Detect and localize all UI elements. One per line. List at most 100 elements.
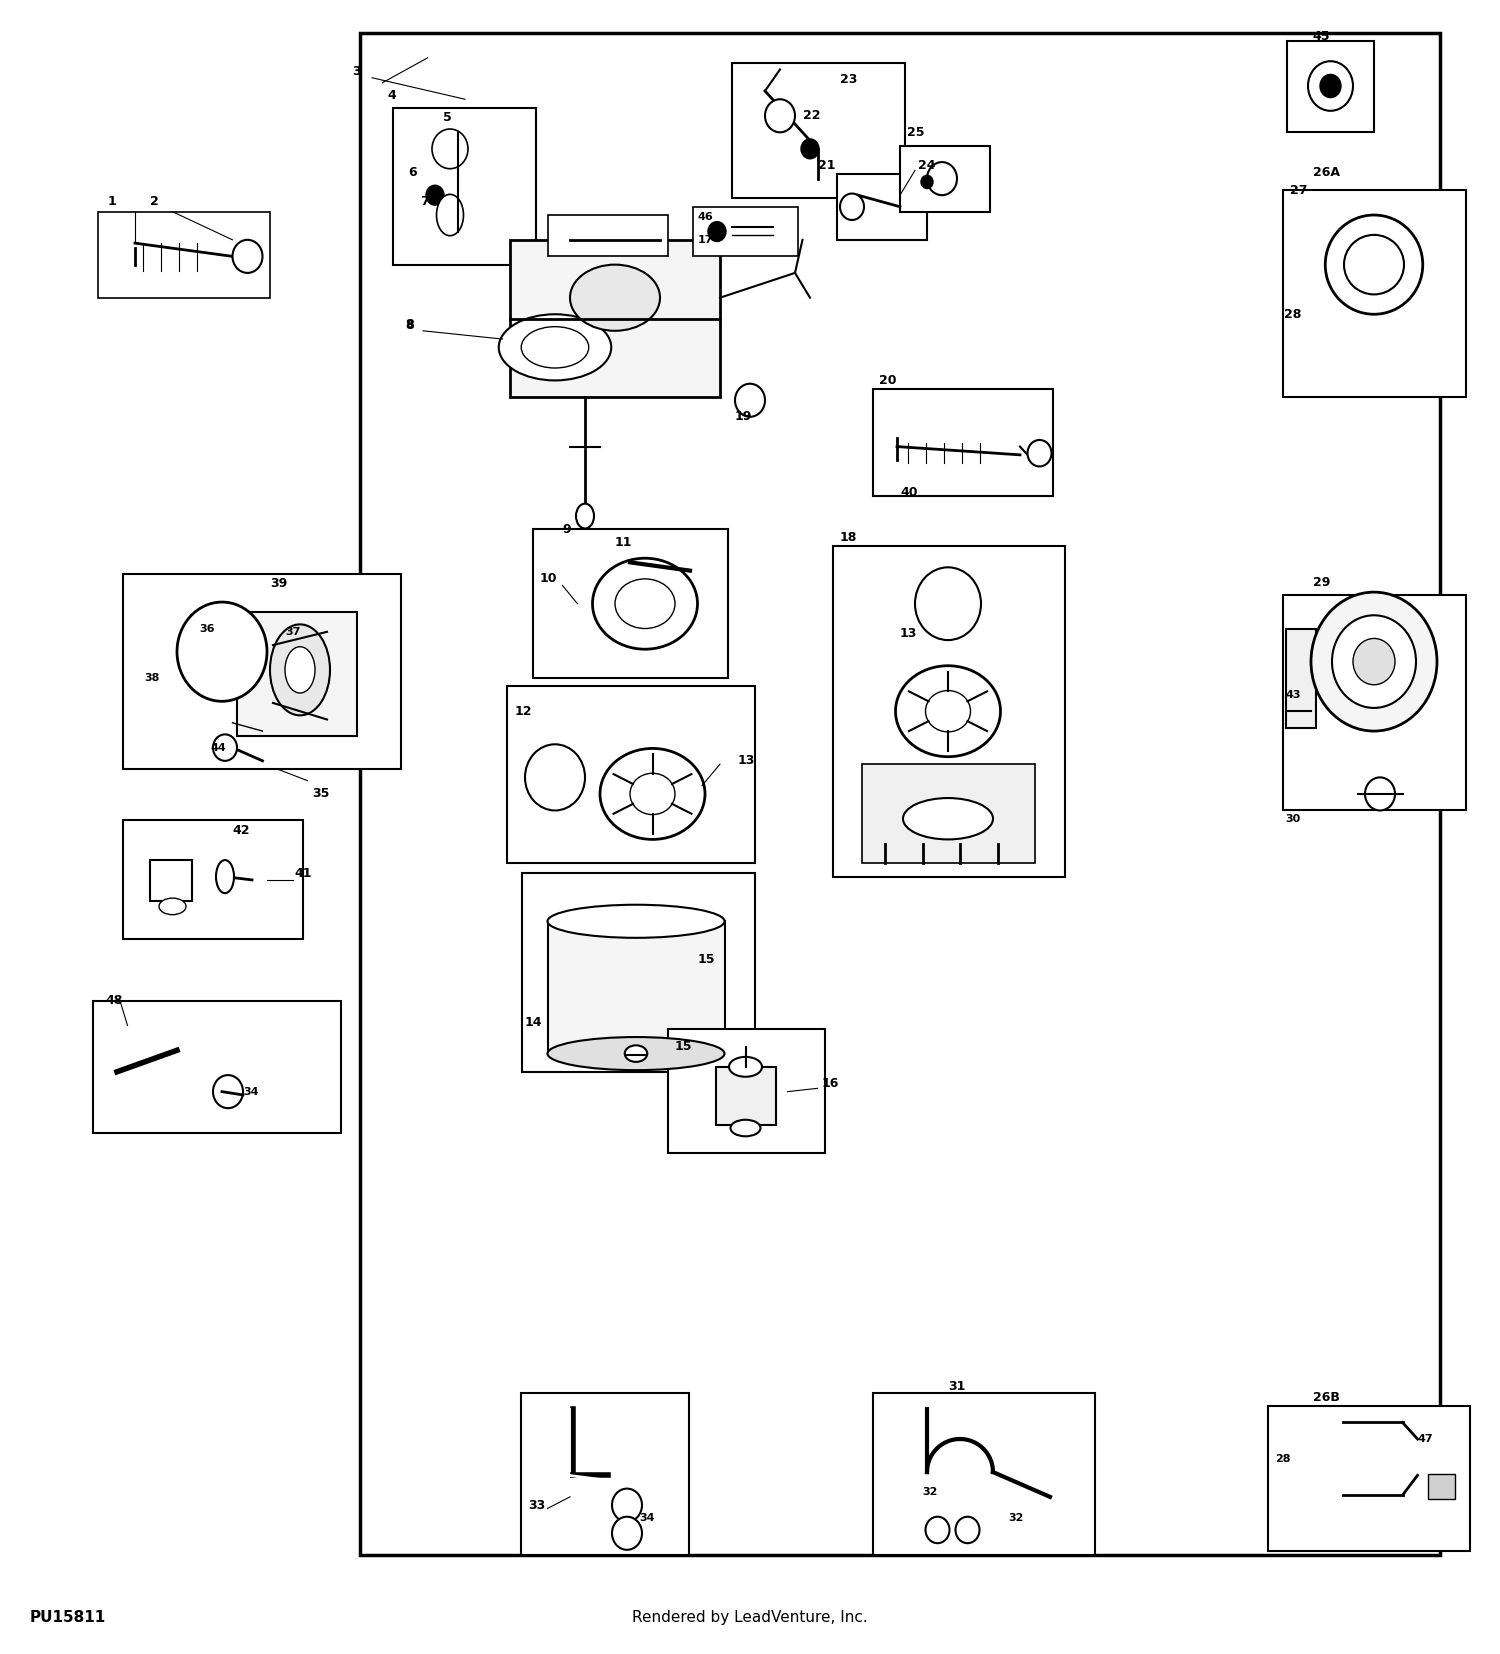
Bar [873,1393,1095,1555]
Bar [1282,190,1466,397]
Text: 6: 6 [408,165,417,179]
Text: 29: 29 [1312,576,1330,589]
Ellipse shape [615,579,675,629]
Text: 33: 33 [528,1499,546,1512]
Text: LEADVENTURE: LEADVENTURE [534,801,966,853]
Text: 20: 20 [879,374,897,387]
Text: 45: 45 [1312,30,1330,43]
Circle shape [525,744,585,810]
Bar [123,820,303,939]
Text: 4: 4 [387,89,396,103]
Circle shape [213,734,237,761]
Text: 14: 14 [525,1016,543,1029]
Text: 32: 32 [922,1487,938,1497]
Ellipse shape [576,504,594,529]
Text: 16: 16 [822,1077,840,1090]
Ellipse shape [216,860,234,893]
Bar [900,146,990,212]
Ellipse shape [548,1037,724,1070]
Circle shape [1365,777,1395,810]
Text: 42: 42 [232,824,250,837]
Ellipse shape [1344,235,1404,294]
Circle shape [1353,638,1395,685]
Text: 35: 35 [312,787,330,801]
Text: 11: 11 [615,536,633,549]
Bar [732,63,904,198]
Bar [520,1393,688,1555]
Bar [1268,1406,1470,1551]
Bar [716,1067,776,1125]
Text: 24: 24 [918,159,936,172]
Bar [837,174,927,240]
Circle shape [1028,440,1051,466]
Circle shape [612,1517,642,1550]
Text: 9: 9 [562,523,572,536]
Ellipse shape [730,1120,760,1136]
Circle shape [432,129,468,169]
Circle shape [840,194,864,220]
Text: 7: 7 [420,195,429,208]
Circle shape [765,99,795,132]
Bar [123,574,400,769]
Text: 26A: 26A [1312,165,1340,179]
Circle shape [1308,61,1353,111]
Bar [1286,629,1316,728]
Text: 18: 18 [840,531,858,544]
Bar [1428,1474,1455,1499]
Ellipse shape [522,327,588,367]
Bar [510,240,720,397]
Text: 19: 19 [735,410,753,423]
Text: 43: 43 [1286,690,1300,700]
Text: 46: 46 [698,212,714,222]
Ellipse shape [630,772,675,814]
Bar [522,873,754,1072]
Text: 40: 40 [900,486,918,500]
Text: 39: 39 [270,577,288,590]
Text: 10: 10 [540,572,558,586]
Text: 8: 8 [405,318,414,331]
Bar [1287,41,1374,132]
Text: 13: 13 [900,627,918,640]
Circle shape [612,1489,642,1522]
Text: 47: 47 [1418,1434,1432,1444]
Circle shape [1311,592,1437,731]
Bar [93,1001,340,1133]
Bar [668,1029,825,1153]
Text: 31: 31 [948,1379,966,1393]
Ellipse shape [159,898,186,915]
Bar [693,207,798,256]
Text: 23: 23 [840,73,858,86]
Text: 27: 27 [1290,184,1308,197]
Bar [507,686,754,863]
Circle shape [213,1075,243,1108]
Circle shape [927,162,957,195]
Text: 3: 3 [352,65,362,78]
Text: 15: 15 [698,953,715,966]
Circle shape [956,1517,980,1543]
Text: 15: 15 [675,1040,693,1054]
Bar [237,612,357,736]
Circle shape [1320,74,1341,98]
Bar [1282,595,1466,810]
Text: 30: 30 [1286,814,1300,824]
Bar [833,546,1065,877]
Circle shape [1332,615,1416,708]
Text: Rendered by LeadVenture, Inc.: Rendered by LeadVenture, Inc. [632,1609,868,1626]
Text: 41: 41 [294,867,312,880]
Text: 5: 5 [442,111,452,124]
Text: 1: 1 [108,195,117,208]
Bar [862,764,1035,863]
Text: 28: 28 [1275,1454,1290,1464]
Ellipse shape [592,559,698,650]
Circle shape [177,602,267,701]
Ellipse shape [436,195,463,235]
Circle shape [232,240,262,273]
Text: 13: 13 [738,754,756,767]
Ellipse shape [896,667,1001,758]
Text: 8: 8 [405,319,414,332]
Bar [548,921,724,1054]
Text: 26B: 26B [1312,1391,1340,1404]
Bar [873,389,1053,496]
Circle shape [926,1517,950,1543]
Ellipse shape [285,647,315,693]
